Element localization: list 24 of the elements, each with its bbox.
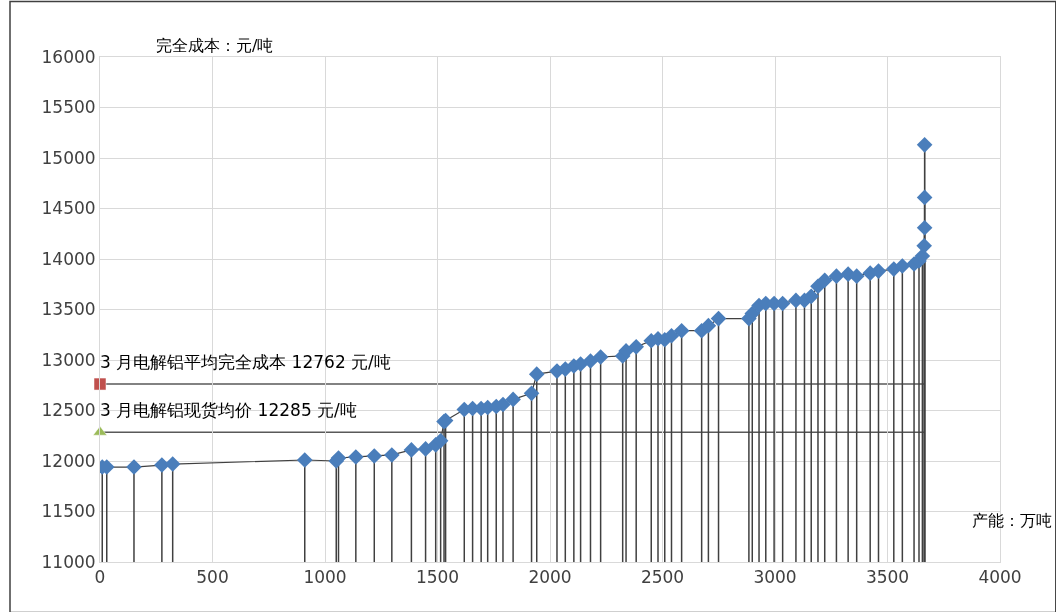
x-tick-label: 1000: [303, 567, 347, 588]
y-tick-label: 14500: [41, 198, 96, 219]
y-tick-label: 13000: [41, 349, 96, 370]
y-tick-label: 14000: [41, 248, 96, 269]
y-tick-label: 11500: [41, 501, 96, 522]
x-axis-title: 产能：万吨: [972, 511, 1052, 530]
ref-line-label: 3 月电解铝平均完全成本 12762 元/吨: [100, 352, 391, 372]
ref-line-label: 3 月电解铝现货均价 12285 元/吨: [100, 400, 357, 420]
y-tick-label: 15500: [41, 97, 96, 118]
y-tick-label: 13500: [41, 299, 96, 320]
x-tick-label: 3000: [753, 567, 797, 588]
x-tick-label: 1500: [415, 567, 460, 588]
x-tick-label: 2500: [640, 567, 685, 588]
x-tick-label: 500: [196, 567, 229, 588]
x-tick-label: 0: [94, 567, 106, 588]
y-axis-title: 完全成本：元/吨: [156, 36, 274, 55]
y-tick-label: 11000: [41, 551, 96, 572]
y-tick-label: 15000: [41, 147, 96, 168]
x-tick-label: 2000: [528, 567, 572, 588]
x-tick-label: 3500: [865, 567, 910, 588]
y-tick-label: 12500: [41, 400, 96, 421]
x-tick-label: 4000: [978, 567, 1022, 588]
y-tick-label: 12000: [41, 450, 96, 471]
y-tick-label: 16000: [41, 46, 96, 67]
